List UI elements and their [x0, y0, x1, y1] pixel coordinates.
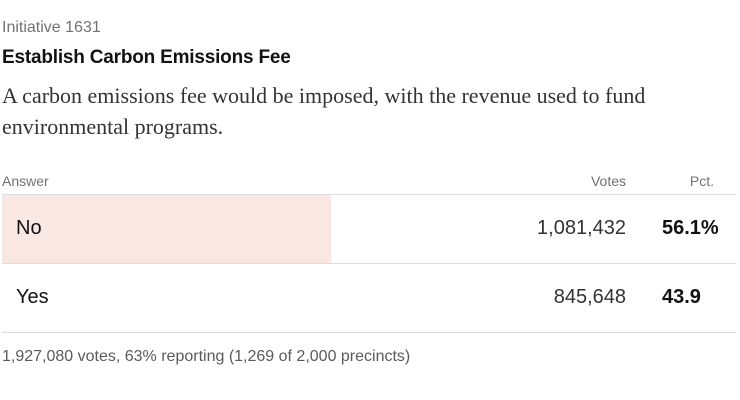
- answer-label-yes: Yes: [16, 286, 49, 308]
- initiative-description: A carbon emissions fee would be imposed,…: [2, 83, 646, 139]
- results-table: Answer Votes Pct. No 1,081,432 56.1% Yes…: [2, 170, 736, 333]
- table-row-yes: Yes 845,648 43.9: [2, 264, 736, 333]
- pct-value-no: 56.1%: [662, 217, 719, 239]
- initiative-kicker: Initiative 1631: [2, 19, 101, 36]
- column-header-pct: Pct.: [689, 173, 714, 189]
- answer-label-no: No: [16, 217, 42, 239]
- reporting-summary: 1,927,080 votes, 63% reporting (1,269 of…: [2, 348, 411, 365]
- table-header: Answer Votes Pct.: [2, 170, 736, 195]
- column-header-votes: Votes: [590, 173, 626, 189]
- votes-count-yes: 845,648: [553, 286, 626, 308]
- vote-share-bar-no: [2, 195, 332, 263]
- table-row-no: No 1,081,432 56.1%: [2, 195, 736, 264]
- pct-value-yes: 43.9: [662, 286, 701, 308]
- votes-count-no: 1,081,432: [537, 217, 626, 239]
- initiative-title: Establish Carbon Emissions Fee: [2, 47, 291, 68]
- column-header-answer: Answer: [2, 173, 49, 189]
